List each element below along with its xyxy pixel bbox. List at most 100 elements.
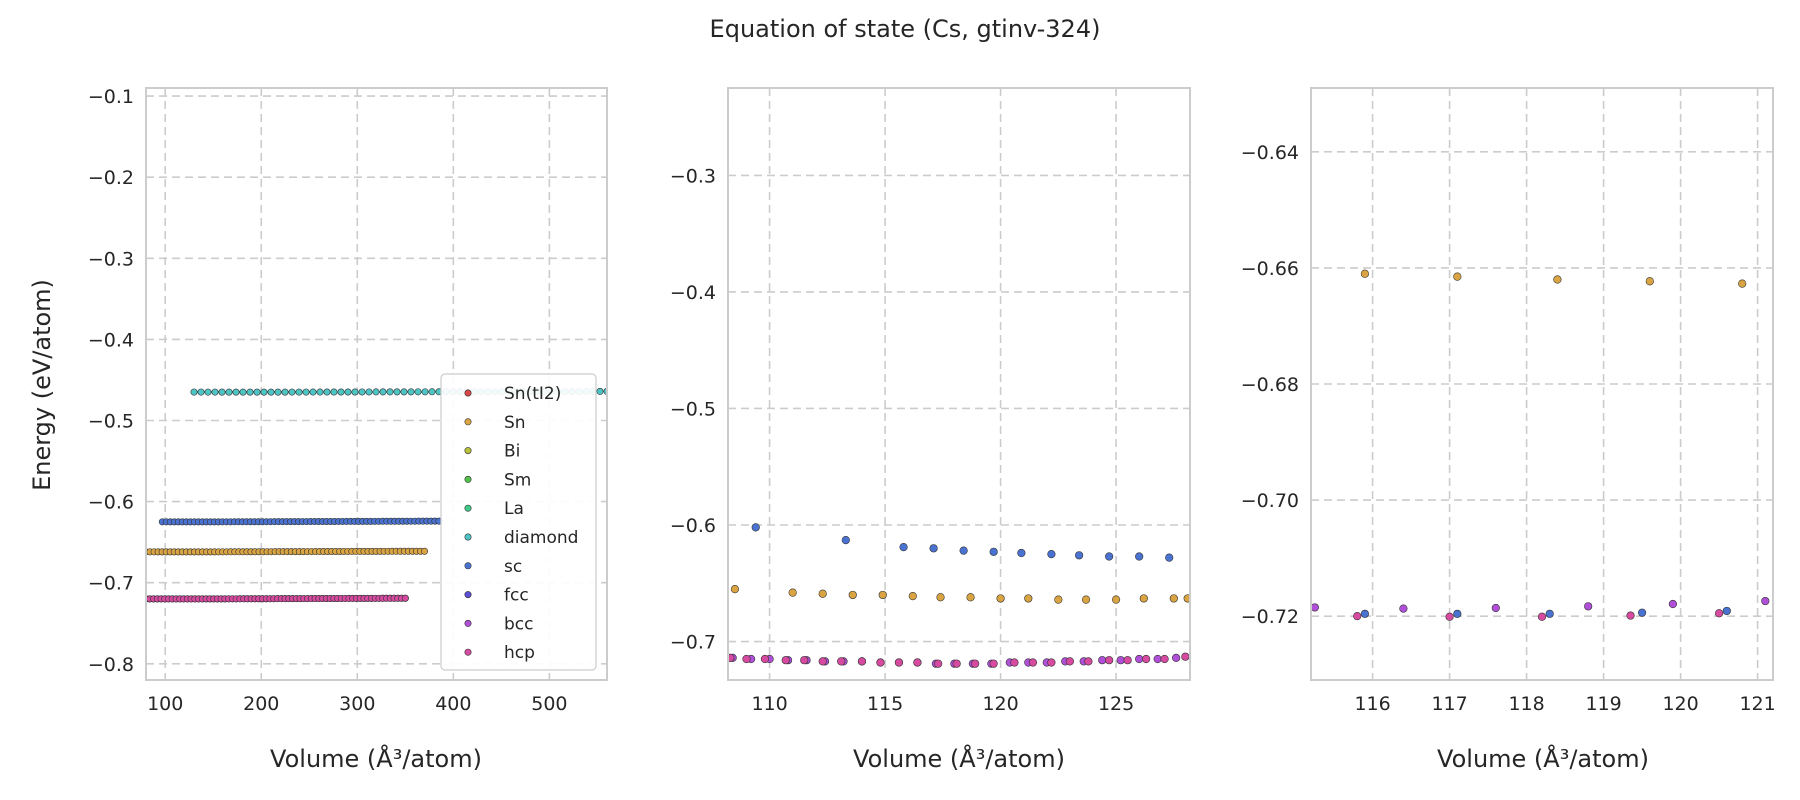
point-sn [818,589,827,598]
legend-box [440,373,597,671]
point-diamond [386,388,394,396]
point-hcp [894,658,904,667]
x-tick-label: 121 [1739,693,1775,715]
y-tick-label: −0.4 [88,329,134,351]
point-hcp [1537,612,1547,621]
legend-label-bi: Bi [504,442,520,462]
point-sn [1111,595,1121,604]
y-tick-label: −0.8 [88,654,134,676]
point-diamond [211,388,219,396]
y-tick-label: −0.7 [88,573,134,595]
point-hcp [857,657,867,666]
y-tick-label: −0.6 [670,515,716,537]
legend-marker-la [464,504,472,512]
point-diamond [253,388,261,396]
point-hcp [800,656,809,665]
point-diamond [351,388,359,396]
point-diamond [267,388,275,396]
point-bcc [1668,599,1677,609]
point-hcp [818,657,827,666]
point-diamond [596,387,604,395]
point-diamond [295,388,303,396]
point-hcp [913,658,922,667]
y-tick-label: −0.5 [88,410,134,432]
point-sc [1135,552,1144,561]
point-hcp [876,658,885,667]
point-hcp [1445,612,1454,621]
point-hcp [1142,654,1151,664]
point-bcc [1172,653,1181,662]
point-diamond [379,388,387,396]
legend-marker-bcc [464,619,472,627]
point-hcp [1714,609,1724,618]
x-tick-label: 300 [339,693,375,715]
legend-marker-sn-ti2- [464,389,472,397]
point-hcp [1626,611,1635,620]
legend-label-sc: sc [504,557,522,577]
point-diamond [309,388,317,396]
point-diamond [204,388,212,396]
plot-frame [727,87,1191,681]
point-bcc [1761,596,1770,606]
scatter-points [728,523,1190,668]
point-sc [1545,609,1554,618]
x-tick-label: 125 [1098,693,1134,715]
point-hcp [971,659,980,668]
point-diamond [330,388,338,396]
y-tick-label: −0.66 [1241,258,1299,280]
point-sc [1453,609,1462,618]
point-hcp [837,657,846,666]
point-sn [1169,594,1178,603]
point-hcp [742,654,751,664]
point-sn [1453,272,1462,281]
point-diamond [400,388,408,396]
point-hcp [401,594,409,602]
point-sc [959,546,968,555]
point-sc [1075,551,1084,560]
y-tick-label: −0.1 [88,86,134,108]
point-hcp [1028,658,1038,667]
legend-label-la: La [504,499,524,519]
point-sc [929,544,938,553]
point-bcc [1311,603,1319,612]
point-diamond [274,388,282,396]
point-sn [1024,594,1033,603]
panels: 100 200 300 400 500 −0.8 −0.7 −0.6 −0.5 −0.4 −0.3 −… [88,86,1776,715]
x-axis-label-right: Volume (Å³/atom) [1437,744,1649,773]
point-hcp [1160,654,1169,664]
legend-marker-diamond [464,533,472,541]
point-hcp [1105,656,1114,665]
point-diamond [288,388,296,396]
point-hcp [760,654,770,664]
point-hcp [1181,652,1190,661]
point-sc [1047,550,1056,559]
x-tick-label: 200 [243,693,279,715]
point-hcp [989,659,998,668]
point-sc [751,523,760,532]
point-hcp [952,659,961,668]
point-sn [730,585,740,594]
figure-title: Equation of state (Cs, gtinv-324) [710,15,1101,43]
point-sc [989,547,998,556]
x-tick-label: 119 [1585,693,1621,715]
legend-label-fcc: fcc [504,586,529,606]
point-diamond [232,388,240,396]
point-sc [841,536,850,545]
x-axis-label-left: Volume (Å³/atom) [270,744,482,773]
point-diamond [239,388,247,396]
point-diamond [225,388,233,396]
y-tick-label: −0.3 [88,248,134,270]
point-diamond [323,388,331,396]
x-axis-label-middle: Volume (Å³/atom) [853,744,1065,773]
point-sn [996,594,1005,603]
point-diamond [393,388,401,396]
point-diamond [344,388,352,396]
point-diamond [197,388,205,396]
y-tick-label: −0.64 [1241,142,1299,164]
x-tick-label: 400 [435,693,471,715]
point-sn [1553,275,1562,284]
x-tick-label: 500 [531,693,567,715]
point-bcc [1399,604,1408,613]
point-diamond [337,388,345,396]
